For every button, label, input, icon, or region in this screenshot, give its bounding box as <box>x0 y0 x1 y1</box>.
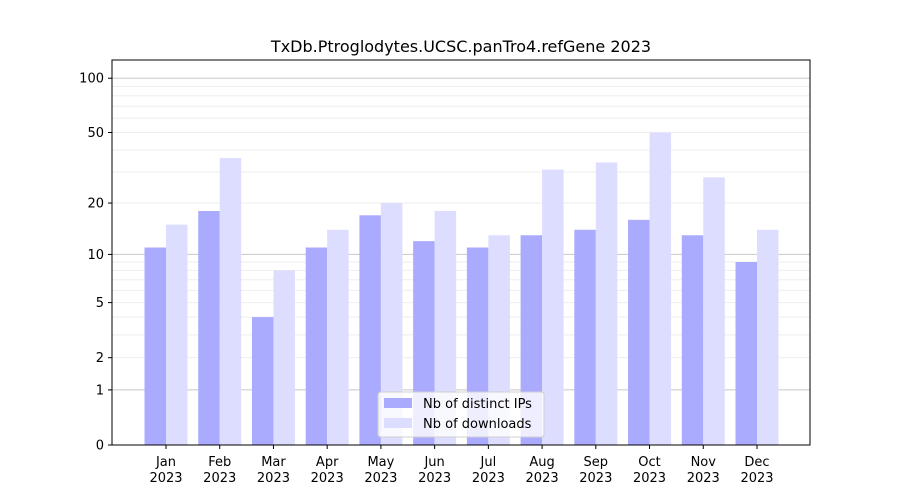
x-tick-label: 2023 <box>203 471 236 486</box>
legend-swatch <box>384 418 412 428</box>
legend-swatch <box>384 398 412 408</box>
legend-label: Nb of distinct IPs <box>423 397 532 412</box>
x-tick-label: Jun <box>423 455 444 470</box>
y-tick-label: 0 <box>96 439 104 454</box>
bar-distinct-ips <box>359 215 381 445</box>
x-tick-label: 2023 <box>364 471 397 486</box>
x-tick-label: 2023 <box>633 471 666 486</box>
y-tick-label: 20 <box>87 197 104 212</box>
bar-distinct-ips <box>144 247 166 445</box>
bar-downloads <box>219 158 242 445</box>
legend: Nb of distinct IPs Nb of downloads <box>377 391 545 438</box>
legend-box <box>377 391 545 438</box>
x-tick-label: Oct <box>638 455 660 470</box>
x-tick-label: 2023 <box>257 471 290 486</box>
x-tick-label: 2023 <box>311 471 344 486</box>
bar-downloads <box>703 177 725 445</box>
x-tick-label: 2023 <box>579 471 612 486</box>
bar-downloads <box>595 162 618 445</box>
bar-downloads <box>380 203 403 445</box>
plot-frame <box>111 59 811 446</box>
x-tick-label: 2023 <box>418 471 451 486</box>
x-tick-label: Jul <box>480 455 497 470</box>
y-tick-label: 10 <box>87 248 104 263</box>
x-tick-label: 2023 <box>740 471 773 486</box>
bar-downloads <box>649 132 672 446</box>
x-tick-label: Sep <box>584 455 609 470</box>
x-tick-label: 2023 <box>149 471 182 486</box>
bar-distinct-ips <box>628 219 650 445</box>
bar-distinct-ips <box>198 210 220 445</box>
x-tick-label: Apr <box>316 455 339 470</box>
bar-distinct-ips <box>305 247 328 445</box>
x-tick-label: Aug <box>529 455 554 470</box>
y-tick-label: 50 <box>87 126 104 141</box>
y-tick-label: 2 <box>96 351 104 366</box>
y-tick-label: 100 <box>79 72 104 87</box>
chart-title: TxDb.Ptroglodytes.UCSC.panTro4.refGene 2… <box>270 37 651 56</box>
x-tick-label: Feb <box>208 455 231 470</box>
x-tick-label: May <box>367 455 394 470</box>
y-tick-label: 5 <box>96 296 104 311</box>
bar-distinct-ips <box>251 317 274 445</box>
bar-downloads <box>166 224 188 445</box>
bar-distinct-ips <box>681 235 704 445</box>
bar-downloads <box>542 169 564 445</box>
bar-distinct-ips <box>735 262 757 445</box>
bar-downloads <box>434 210 457 445</box>
x-tick-label: 2023 <box>526 471 559 486</box>
x-tick-label: Dec <box>744 455 769 470</box>
x-tick-label: Mar <box>261 455 286 470</box>
y-tick-label: 1 <box>96 383 104 398</box>
x-tick-label: Jan <box>155 455 176 470</box>
bar-downloads <box>273 270 295 445</box>
x-tick-label: 2023 <box>472 471 505 486</box>
bar-downloads <box>757 229 779 445</box>
legend-label: Nb of downloads <box>423 417 532 432</box>
bar-downloads <box>327 229 349 445</box>
x-tick-label: Nov <box>691 455 717 470</box>
bar-distinct-ips <box>574 229 596 445</box>
x-tick-label: 2023 <box>687 471 720 486</box>
